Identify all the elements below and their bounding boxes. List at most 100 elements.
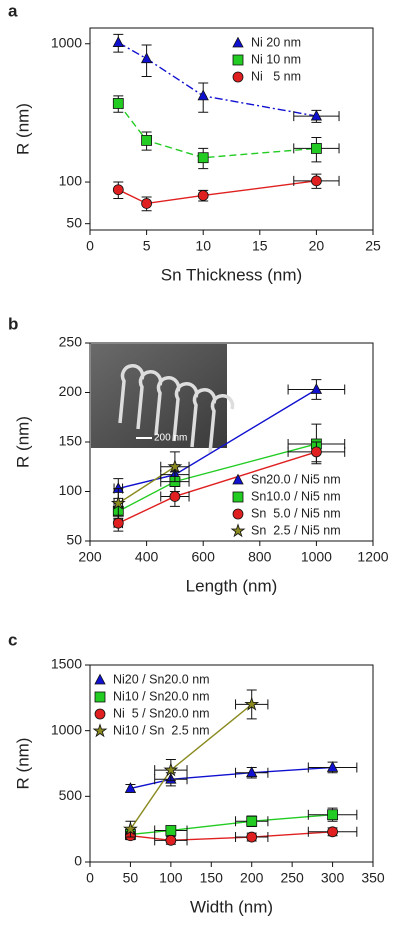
y-tick-label: 250 — [59, 334, 83, 350]
marker — [163, 762, 179, 777]
y-tick-label: 500 — [59, 787, 83, 803]
series-line — [117, 103, 317, 159]
legend-marker — [94, 673, 106, 685]
marker — [110, 495, 126, 510]
x-tick-label: 0 — [86, 238, 94, 254]
x-tick-label: 250 — [280, 870, 304, 886]
series-line — [117, 180, 317, 205]
marker — [310, 143, 322, 154]
x-tick-label: 5 — [143, 238, 151, 254]
series-line — [117, 466, 176, 504]
legend-marker — [230, 523, 246, 538]
marker — [112, 98, 124, 109]
x-axis-label: Length (nm) — [186, 576, 278, 595]
x-tick-label: 600 — [192, 549, 216, 565]
x-tick-label: 150 — [200, 870, 224, 886]
x-tick-label: 100 — [159, 870, 183, 886]
marker — [310, 175, 322, 187]
panel-label: c — [8, 630, 17, 649]
x-tick-label: 50 — [123, 870, 139, 886]
x-tick-label: 400 — [135, 549, 159, 565]
legend-marker — [232, 54, 244, 66]
x-tick-label: 10 — [195, 238, 211, 254]
y-tick-label: 50 — [66, 532, 82, 548]
legend-label: Sn10.0 / Ni5 nm — [251, 489, 341, 503]
x-tick-label: 0 — [86, 870, 94, 886]
marker — [112, 184, 124, 196]
marker — [246, 815, 258, 827]
series-line — [130, 831, 333, 842]
x-tick-label: 350 — [361, 870, 385, 886]
x-tick-label: 20 — [309, 238, 325, 254]
x-tick-label: 1000 — [301, 549, 332, 565]
legend-marker — [94, 708, 106, 720]
legend-label: Ni20 / Sn20.0 nm — [113, 672, 210, 686]
y-tick-label: 50 — [66, 214, 82, 230]
y-tick-label: 200 — [59, 383, 83, 399]
legend-marker — [94, 691, 106, 703]
series-line — [130, 766, 333, 790]
x-tick-label: 15 — [252, 238, 268, 254]
panel-label: a — [8, 1, 18, 20]
x-axis-label: Sn Thickness (nm) — [161, 265, 302, 284]
inset-wire — [208, 394, 235, 454]
y-tick-label: 100 — [59, 173, 83, 189]
y-tick-label: 1500 — [51, 656, 82, 672]
marker — [197, 89, 209, 101]
plot-frame — [89, 664, 374, 863]
legend-label: Sn20.0 / Ni5 nm — [251, 472, 341, 486]
x-axis-label: Width (nm) — [190, 897, 273, 916]
series-line — [117, 41, 317, 117]
y-tick-label: 1000 — [51, 34, 82, 50]
series-line — [130, 814, 333, 836]
x-tick-label: 200 — [78, 549, 102, 565]
x-tick-label: 200 — [240, 870, 264, 886]
legend-label: Sn 5.0 / Ni5 nm — [251, 506, 341, 520]
marker — [124, 782, 137, 793]
panel-label: b — [8, 314, 18, 333]
inset-image: 200 nm — [91, 344, 235, 454]
marker — [112, 36, 124, 47]
legend-label: Ni 10 nm — [251, 52, 301, 66]
marker — [123, 821, 138, 836]
legend-label: Sn 2.5 / Ni5 nm — [251, 523, 341, 537]
plot-frame — [89, 27, 374, 231]
legend-marker — [232, 71, 244, 83]
marker — [310, 446, 322, 458]
legend-label: Ni 5 nm — [251, 69, 301, 83]
y-tick-label: 0 — [74, 853, 82, 869]
legend-marker — [232, 491, 244, 503]
y-axis-label: R (nm) — [13, 738, 32, 790]
marker — [169, 491, 181, 502]
y-tick-label: 100 — [59, 482, 83, 498]
marker — [244, 696, 260, 711]
marker — [327, 826, 338, 838]
marker — [165, 825, 177, 836]
marker — [140, 52, 153, 64]
marker — [326, 761, 339, 772]
legend-label: Ni 5 / Sn20.0 nm — [113, 706, 210, 720]
legend-label: Ni10 / Sn20.0 nm — [113, 689, 210, 703]
legend-marker — [232, 36, 244, 48]
marker — [165, 834, 177, 846]
marker — [167, 458, 183, 474]
marker — [246, 766, 258, 778]
marker — [141, 198, 153, 209]
marker — [246, 831, 258, 843]
legend-marker — [232, 473, 244, 485]
marker — [197, 190, 209, 201]
x-tick-label: 1200 — [357, 549, 388, 565]
marker — [327, 809, 338, 821]
y-tick-label: 1000 — [51, 721, 82, 737]
y-tick-label: 150 — [59, 433, 83, 449]
y-axis-label: R (nm) — [13, 103, 32, 155]
marker — [141, 135, 153, 146]
x-tick-label: 25 — [365, 238, 381, 254]
x-tick-label: 800 — [248, 549, 272, 565]
marker — [310, 109, 323, 121]
legend-marker — [92, 723, 108, 738]
marker — [112, 517, 124, 529]
legend-marker — [232, 508, 244, 520]
